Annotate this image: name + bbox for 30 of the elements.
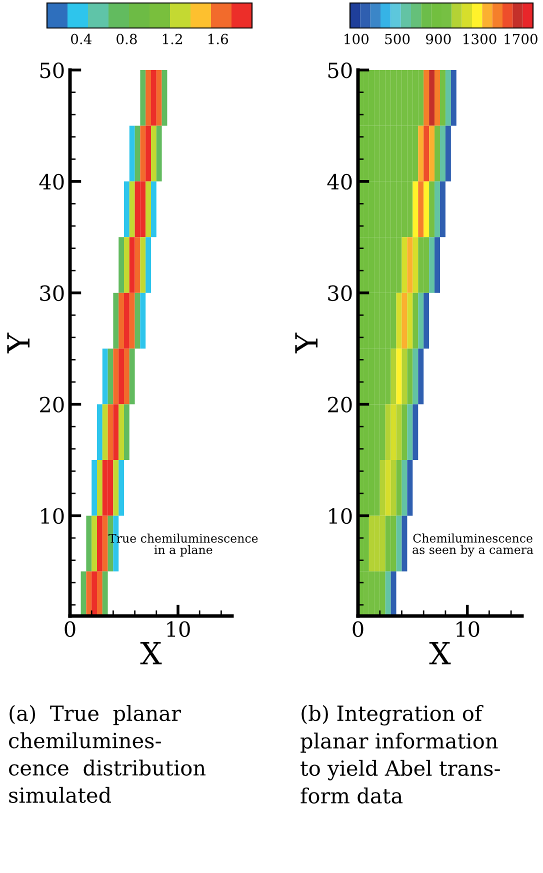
annotation: Chemiluminescence as seen by a camera	[412, 534, 534, 557]
y-tick-label: 30	[328, 285, 352, 302]
y-tick-label: 50	[40, 62, 64, 78]
x-axis-title: X	[429, 642, 451, 664]
y-tick-label: 30	[40, 285, 64, 302]
color-bar-label: 1.6	[208, 34, 228, 44]
text: (a) True planar chemilumines- cence distribution simulated	[9, 705, 206, 803]
color-bar-label: 900	[426, 34, 451, 44]
color-bar-label: 0.4	[71, 34, 92, 44]
x-axis-title: X	[140, 642, 162, 664]
x-tick-label: 0	[64, 621, 76, 637]
color-bar-label: 1.2	[162, 34, 182, 44]
y-tick-label: 20	[40, 396, 64, 412]
y-tick-label: 10	[41, 508, 64, 524]
color-bar-label: 1300	[464, 34, 496, 44]
x-tick-label: 0	[352, 621, 364, 637]
text: (b) Integration of planar information to yield Abel trans- form data	[300, 705, 500, 804]
x-tick-label: 10	[167, 621, 190, 637]
y-axis-title: Y	[7, 332, 30, 354]
color-bar-label: 500	[385, 34, 410, 44]
color-bar-label: 1700	[504, 34, 538, 44]
x-tick-label: 10	[456, 621, 480, 637]
y-tick-label: 50	[328, 62, 352, 78]
color-bar-label: 100	[344, 34, 368, 44]
color-bar-label: 0.8	[116, 34, 137, 44]
y-tick-label: 10	[329, 508, 352, 524]
y-tick-label: 40	[39, 174, 64, 190]
y-axis-title: Y	[295, 332, 318, 354]
y-tick-label: 20	[328, 396, 352, 412]
y-tick-label: 40	[327, 174, 352, 190]
